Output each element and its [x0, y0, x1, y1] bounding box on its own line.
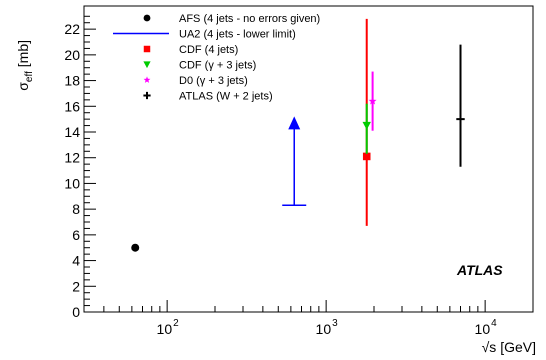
data-point [131, 243, 140, 252]
legend-symbol [143, 61, 151, 69]
y-tick-label: 18 [64, 73, 80, 89]
legend-label: CDF (4 jets) [179, 44, 238, 56]
y-tick-label: 22 [64, 21, 80, 37]
data-point [368, 96, 377, 105]
atlas-label: ATLAS [456, 262, 503, 278]
legend-symbol [143, 45, 151, 53]
x-tick-exponent: 2 [173, 318, 179, 329]
legend-label: D0 (γ + 3 jets) [179, 75, 248, 87]
y-tick-label: 0 [72, 304, 80, 320]
legend-label: AFS (4 jets - no errors given) [179, 13, 320, 25]
y-axis-title: σeff [mb] [15, 40, 35, 91]
legend-symbol [143, 14, 151, 22]
data-point [456, 114, 465, 124]
y-tick-label: 6 [72, 227, 80, 243]
x-axis-title: √s [GeV] [482, 339, 536, 355]
legend-label: CDF (γ + 3 jets) [179, 60, 256, 72]
x-tick-exponent: 3 [332, 318, 338, 329]
data-point [362, 152, 371, 161]
legend-label: UA2 (4 jets - lower limit) [179, 29, 296, 41]
y-tick-label: 14 [64, 124, 80, 140]
legend-label: ATLAS (W + 2 jets) [179, 91, 273, 103]
legend: AFS (4 jets - no errors given) UA2 (4 jet… [113, 13, 320, 103]
y-tick-label: 16 [64, 98, 80, 114]
x-tick-label: 10 [316, 321, 332, 337]
y-tick-label: 4 [72, 253, 80, 269]
y-tick-label: 10 [64, 175, 80, 191]
legend-symbol [143, 91, 151, 100]
data-point [362, 121, 371, 130]
legend-symbol [143, 76, 151, 83]
plot-axes [83, 5, 534, 313]
data-marks [131, 18, 465, 252]
x-tick-label: 10 [157, 321, 173, 337]
x-tick-exponent: 4 [491, 318, 497, 329]
y-tick-label: 8 [72, 201, 80, 217]
y-tick-label: 20 [64, 47, 80, 63]
plot-frame [83, 5, 534, 313]
y-tick-label: 2 [72, 278, 80, 294]
ua2-limit-arrow [288, 116, 301, 130]
y-tick-label: 12 [64, 150, 80, 166]
x-tick-label: 10 [475, 321, 491, 337]
